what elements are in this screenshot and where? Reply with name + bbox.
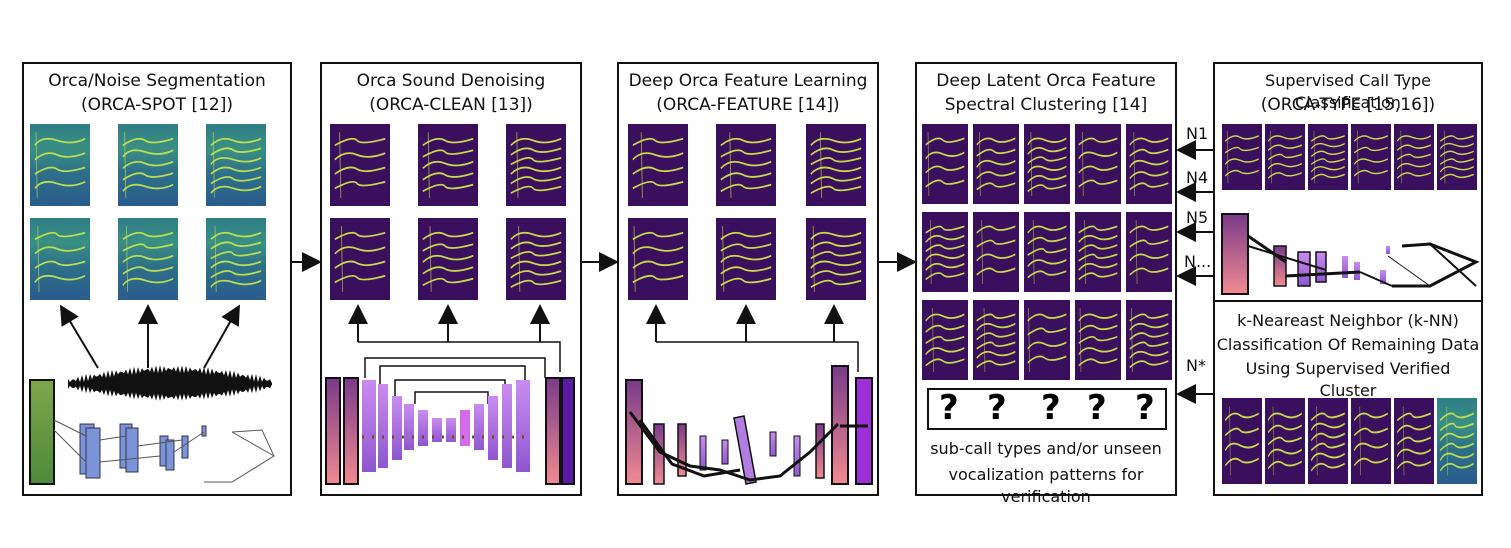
spot-cnn	[79, 423, 207, 479]
panel-title-line1: Orca/Noise Segmentation	[48, 71, 266, 91]
spectrogram-image	[1437, 124, 1477, 190]
type-cnn	[1221, 213, 1390, 295]
spectrogram-image	[118, 124, 178, 206]
spectrogram-image	[1437, 398, 1477, 484]
spectrogram-image	[628, 124, 688, 206]
spectrogram-image	[1222, 398, 1262, 484]
question-mark: ?	[1135, 388, 1155, 428]
spectrogram-image	[1351, 398, 1391, 484]
spectrogram-image	[1265, 124, 1305, 190]
panel-title-line1: Supervised Call Type Classification	[1265, 71, 1431, 112]
spectrogram-image	[716, 124, 776, 206]
unet-blocks	[325, 377, 575, 485]
spot-connections	[53, 419, 275, 483]
spectrogram-image	[1075, 124, 1121, 204]
spectrogram-image	[1265, 398, 1305, 484]
input-spectrogram	[29, 379, 55, 485]
panel-title-line2: Classification Of Remaining Data	[1216, 335, 1480, 354]
waveform	[68, 365, 272, 401]
spectrogram-image	[1308, 124, 1348, 190]
spectrogram-image	[418, 218, 478, 300]
spectrogram-image	[506, 218, 566, 300]
spectrogram-image	[1351, 124, 1391, 190]
arrow-label-n-star: N*	[1186, 356, 1206, 375]
caption-line2: vocalization patterns for verification	[948, 465, 1144, 506]
spectrogram-image	[628, 218, 688, 300]
spectrogram-image	[922, 300, 968, 380]
spectrogram-image	[1126, 300, 1172, 380]
autoencoder-links	[628, 411, 868, 482]
spectrogram-image	[418, 124, 478, 206]
spectrogram-image	[922, 124, 968, 204]
spectrogram-image	[806, 124, 866, 206]
spectrogram-image	[716, 218, 776, 300]
spectrogram-image	[1075, 212, 1121, 292]
spectrogram-image	[1222, 124, 1262, 190]
panel-title-line2: (ORCA-TYPE [15,16])	[1260, 95, 1436, 115]
panel-title-line2: (ORCA-SPOT [12])	[81, 95, 233, 115]
question-mark: ?	[987, 388, 1007, 428]
panel-title-line1: Orca Sound Denoising	[356, 71, 546, 91]
arrow	[59, 304, 99, 369]
panel-title-line1: k-Neareast Neighbor (k-NN)	[1237, 311, 1459, 330]
unseen-patterns-box	[927, 388, 1167, 430]
spectrogram-image	[1126, 124, 1172, 204]
spectrogram-image	[206, 218, 266, 300]
panel-title-line1: Deep Orca Feature Learning	[628, 71, 868, 91]
bracket	[358, 341, 561, 372]
spectrogram-image	[330, 124, 390, 206]
spectrogram-image	[30, 124, 90, 206]
panel-title-line2: Spectral Clustering [14]	[944, 95, 1148, 115]
arrow	[203, 304, 240, 369]
spectrogram-image	[506, 124, 566, 206]
spectrogram-image	[1075, 300, 1121, 380]
spectrogram-image	[206, 124, 266, 206]
spectrogram-image	[1024, 124, 1070, 204]
spectrogram-image	[973, 300, 1019, 380]
spectrogram-image	[1024, 212, 1070, 292]
panel-title-line1: Deep Latent Orca Feature	[936, 71, 1156, 91]
arrow-label-n1: N1	[1186, 124, 1209, 143]
spectrogram-image	[1394, 124, 1434, 190]
type-cnn-links	[1247, 234, 1480, 288]
spectrogram-image	[330, 218, 390, 300]
spectrogram-image	[973, 124, 1019, 204]
spectrogram-image	[1394, 398, 1434, 484]
question-mark: ?	[939, 388, 959, 428]
spectrogram-image	[1126, 212, 1172, 292]
spectrogram-image	[1308, 398, 1348, 484]
spectrogram-image	[922, 212, 968, 292]
panel-title-line3: Using Supervised Verified Cluster	[1245, 359, 1451, 400]
spectrogram-image	[973, 212, 1019, 292]
panel-title-line2: (ORCA-CLEAN [13])	[369, 95, 533, 115]
panel-title-line2: (ORCA-FEATURE [14])	[656, 95, 840, 115]
spectrogram-image	[30, 218, 90, 300]
bracket	[656, 341, 859, 372]
caption-line1: sub-call types and/or unseen	[930, 439, 1162, 458]
question-mark: ?	[1087, 388, 1107, 428]
spectrogram-image	[806, 218, 866, 300]
question-mark: ?	[1041, 388, 1061, 428]
spectrogram-image	[1024, 300, 1070, 380]
spectrogram-image	[118, 218, 178, 300]
